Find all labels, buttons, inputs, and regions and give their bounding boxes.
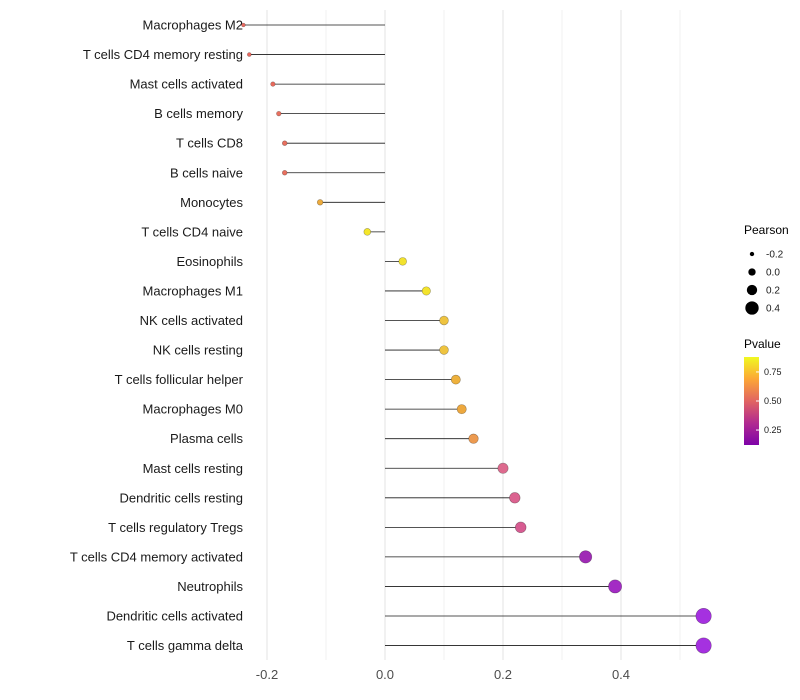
y-axis-label: T cells CD4 memory resting [83,47,243,62]
y-axis-label: NK cells resting [153,343,243,358]
y-axis-label: Eosinophils [177,254,244,269]
lollipop-dot [270,81,276,87]
lollipop-dot [421,286,431,296]
lollipop-dot [579,550,593,564]
legend-size-dot [748,268,756,276]
lollipop-dot [439,345,449,355]
y-axis-label: Plasma cells [170,431,243,446]
y-axis-label: Monocytes [180,195,243,210]
y-axis-label: Mast cells resting [143,461,243,476]
legend-colorbar-label: 0.25 [764,425,782,435]
y-axis-label: Dendritic cells activated [106,609,243,624]
x-tick-label: -0.2 [256,667,278,682]
legend-colorbar [744,357,759,445]
lollipop-dot [695,637,712,654]
y-axis-label: Macrophages M0 [143,402,243,417]
lollipop-dot [509,492,521,504]
x-tick-label: 0.4 [612,667,630,682]
lollipop-dot [398,257,407,266]
lollipop-dot [439,315,449,326]
legend-size-dot [745,301,759,315]
lollipop-dot [497,462,509,474]
lollipop-dot [247,52,252,57]
legend-colorbar-label: 0.75 [764,367,782,377]
lollipop-dot [276,111,282,117]
y-axis-label: T cells follicular helper [115,372,244,387]
y-axis-label: Neutrophils [177,579,243,594]
lollipop-dot [450,374,461,385]
lollipop-dot [468,433,479,444]
lollipop-dot [608,579,622,594]
lollipop-dot [695,607,712,625]
y-axis-label: NK cells activated [140,313,243,328]
legend-size-label: 0.2 [766,286,780,297]
legend-size-dot [746,284,758,296]
x-tick-label: 0.2 [494,667,512,682]
lollipop-dot [363,228,372,236]
y-axis-label: T cells regulatory Tregs [108,520,243,535]
lollipop-dot [514,521,527,534]
legend-size-label: 0.4 [766,304,780,315]
y-axis-label: T cells gamma delta [127,638,244,653]
y-axis-label: T cells CD4 memory activated [70,549,243,564]
y-axis-label: Macrophages M1 [143,283,243,298]
y-axis-label: Macrophages M2 [143,18,243,33]
y-axis-label: B cells memory [154,106,243,121]
lollipop-dot [282,140,288,146]
y-axis-label: B cells naive [170,165,243,180]
legend-colorbar-label: 0.50 [764,396,782,406]
lollipop-dot [282,170,288,176]
legend-pearson-title: Pearson [744,223,789,237]
y-axis-label: T cells CD8 [176,136,243,151]
y-axis-label: Dendritic cells resting [119,490,243,505]
y-axis-label: T cells CD4 naive [141,224,243,239]
y-axis-label: Mast cells activated [130,77,243,92]
legend-size-label: -0.2 [766,250,784,261]
lollipop-dot [316,199,324,206]
legend-size-label: 0.0 [766,268,780,279]
legend-size-dot [749,251,755,257]
lollipop-dot [241,22,246,28]
lollipop-dot [456,404,467,415]
x-tick-label: 0.0 [376,667,394,682]
legend-pvalue-title: Pvalue [744,337,781,351]
